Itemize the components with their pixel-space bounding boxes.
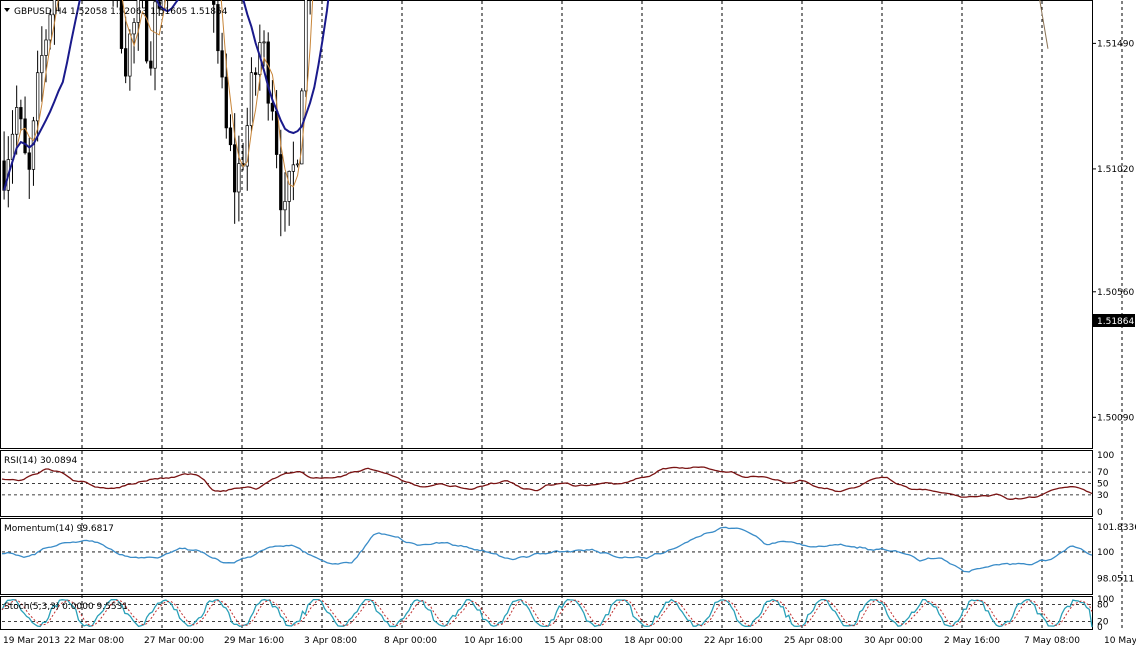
candle <box>52 0 57 45</box>
candle <box>144 0 149 64</box>
y-tick-label: 20 <box>1097 617 1109 627</box>
y-tick-label: 100 <box>1097 451 1114 461</box>
stoch-panel-frame <box>0 596 1093 630</box>
candle <box>309 0 311 15</box>
candle <box>48 9 52 50</box>
y-tick-label: 100 <box>1097 548 1114 558</box>
candle <box>266 32 270 121</box>
candle <box>153 0 157 91</box>
y-tick-label: 1.50560 <box>1097 288 1134 298</box>
y-tick-label: 0 <box>1097 508 1103 518</box>
candle <box>253 67 258 96</box>
indicator-line <box>1 466 1093 500</box>
y-tick-label: 101.8336 <box>1097 523 1136 533</box>
x-tick-label: 7 May 08:00 <box>1024 636 1080 646</box>
candle <box>228 114 233 152</box>
price-series-layer <box>2 0 1049 237</box>
candle <box>291 141 296 201</box>
y-tick-label: 1.51020 <box>1097 165 1134 175</box>
y-tick-label: 100 <box>1097 595 1114 605</box>
y-tick-label: 98.0511 <box>1097 574 1134 584</box>
x-tick-label: 27 Mar 00:00 <box>144 636 204 646</box>
y-tick-label: 1.50090 <box>1097 413 1134 423</box>
momentum-series-layer <box>1 526 1093 573</box>
candle <box>237 135 241 222</box>
candle <box>216 0 220 64</box>
stoch-panel-title: Stoch(5,3,3) 0.0000 9.5531 <box>4 602 128 612</box>
candle <box>283 172 287 232</box>
candle <box>149 41 153 76</box>
y-tick-label: 1.51490 <box>1097 39 1134 49</box>
candle <box>249 57 254 132</box>
x-tick-label: 8 Apr 00:00 <box>384 636 437 646</box>
y-tick-label: 30 <box>1097 491 1109 501</box>
candle <box>287 170 291 226</box>
rsi-series-layer <box>1 466 1093 500</box>
x-tick-label: 15 Apr 08:00 <box>544 636 603 646</box>
candle <box>141 0 143 8</box>
x-tick-label: 30 Apr 00:00 <box>864 636 923 646</box>
price-panel-title: GBPUSD,H4 1.52058 1.52063 1.51605 1.5186… <box>14 7 228 17</box>
y-tick-label: 0 <box>1097 623 1103 633</box>
x-tick-label: 3 Apr 08:00 <box>304 636 357 646</box>
symbol-dropdown-icon[interactable] <box>4 8 10 12</box>
x-tick-label: 18 Apr 00:00 <box>624 636 683 646</box>
candle <box>40 26 44 102</box>
candle <box>119 0 124 54</box>
last-price-tag: 1.51864 <box>1097 317 1134 327</box>
candle <box>116 0 118 8</box>
candle <box>220 32 224 89</box>
momentum-panel-title: Momentum(14) 99.6817 <box>4 524 114 534</box>
x-tick-label: 10 Apr 16:00 <box>464 636 523 646</box>
candle <box>136 0 140 51</box>
x-tick-label: 10 May 00:00 <box>1104 636 1136 646</box>
candle <box>212 0 216 33</box>
x-tick-label: 25 Apr 08:00 <box>784 636 843 646</box>
stoch-series-layer <box>1 598 1093 628</box>
momentum-panel-frame <box>0 518 1093 595</box>
y-tick-label: 50 <box>1097 480 1109 490</box>
price-panel-frame <box>0 0 1093 449</box>
x-tick-label: 19 Mar 2013 <box>3 636 60 646</box>
x-tick-label: 29 Mar 16:00 <box>224 636 284 646</box>
x-tick-label: 22 Apr 16:00 <box>704 636 763 646</box>
candle <box>19 99 23 131</box>
signal-line <box>1 599 1093 627</box>
vertical-grid <box>81 1 1123 630</box>
x-tick-label: 22 Mar 08:00 <box>64 636 124 646</box>
last-price-tag-bg <box>1093 314 1135 327</box>
x-tick-label: 2 May 16:00 <box>944 636 1000 646</box>
rsi-panel-title: RSI(14) 30.0894 <box>4 456 77 466</box>
candle <box>132 18 136 64</box>
candle <box>304 0 308 98</box>
candle <box>124 16 128 84</box>
y-tick-label: 80 <box>1097 601 1109 611</box>
indicator-line <box>1 526 1093 573</box>
candle <box>245 107 249 191</box>
axis-labels-layer: 19 Mar 2013 22 Mar 08:00 27 Mar 00:00 29 Ma… <box>3 39 1136 646</box>
candle <box>15 85 19 155</box>
candle <box>262 30 266 67</box>
y-tick-label: 70 <box>1097 468 1109 478</box>
